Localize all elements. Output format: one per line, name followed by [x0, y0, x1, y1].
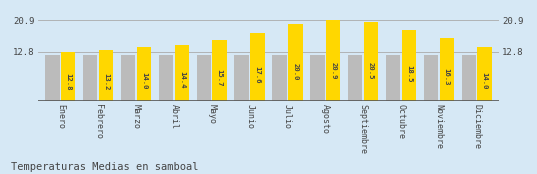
- Text: 12.8: 12.8: [66, 73, 71, 91]
- Bar: [213, 40, 227, 101]
- Bar: [235, 56, 249, 101]
- Text: 17.6: 17.6: [255, 66, 260, 84]
- Bar: [288, 24, 302, 101]
- Bar: [45, 56, 60, 101]
- Bar: [175, 45, 189, 101]
- Bar: [137, 47, 151, 101]
- Text: 20.0: 20.0: [292, 63, 299, 80]
- Bar: [462, 56, 476, 101]
- Bar: [310, 56, 324, 101]
- Text: 18.5: 18.5: [406, 65, 412, 83]
- Bar: [61, 52, 75, 101]
- Text: 14.0: 14.0: [482, 72, 488, 89]
- Text: 20.5: 20.5: [368, 62, 374, 80]
- Text: 13.2: 13.2: [103, 73, 109, 90]
- Text: 15.7: 15.7: [216, 69, 223, 87]
- Text: 16.3: 16.3: [444, 68, 450, 86]
- Bar: [99, 50, 113, 101]
- Text: 20.9: 20.9: [330, 62, 336, 79]
- Bar: [272, 56, 287, 101]
- Bar: [402, 30, 416, 101]
- Bar: [348, 56, 362, 101]
- Bar: [477, 47, 492, 101]
- Bar: [364, 22, 378, 101]
- Bar: [326, 20, 340, 101]
- Text: Temperaturas Medias en samboal: Temperaturas Medias en samboal: [11, 162, 198, 172]
- Bar: [424, 56, 438, 101]
- Text: 14.4: 14.4: [179, 71, 185, 89]
- Bar: [197, 56, 211, 101]
- Bar: [121, 56, 135, 101]
- Bar: [386, 56, 400, 101]
- Bar: [159, 56, 173, 101]
- Bar: [250, 33, 265, 101]
- Bar: [83, 56, 97, 101]
- Text: 14.0: 14.0: [141, 72, 147, 89]
- Bar: [440, 38, 454, 101]
